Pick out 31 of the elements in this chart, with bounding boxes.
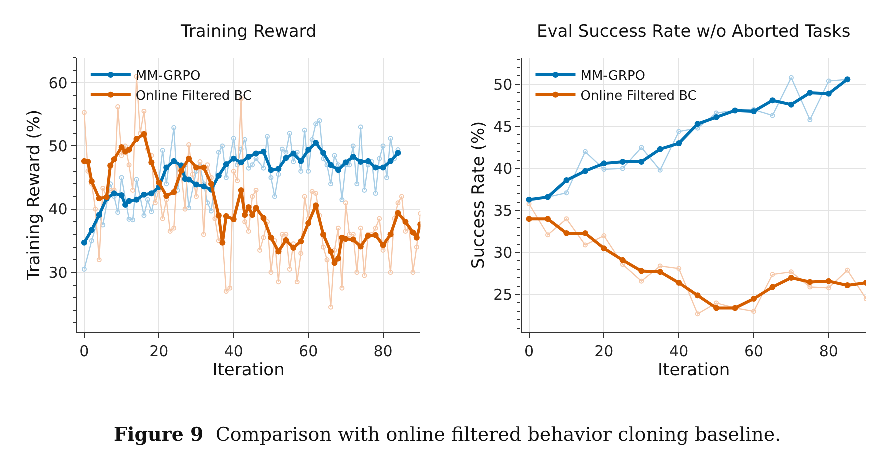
x-tick-label: 60 [299,342,318,361]
x-tick-label: 80 [819,342,838,361]
y-tick-label: 40 [48,200,68,219]
x-tick-label: 0 [524,342,534,361]
y-tick-label: 35 [494,202,513,220]
y-tick-label: 50 [494,76,513,94]
y-axis-title: Training Reward (%) [24,110,44,282]
caption: Figure 9 Comparison with online filtered behavior cloning baseline. [114,424,782,446]
y-tick-label: 25 [494,286,513,304]
legend-label: MM-GRPO [136,69,201,84]
chart-title: Training Reward [180,22,317,42]
legend-label: MM-GRPO [580,69,646,84]
x-tick-label: 40 [670,342,689,361]
x-tick-label: 20 [594,342,614,361]
y-axis-title: Success Rate (%) [469,121,490,270]
x-tick-label: 60 [744,342,764,361]
x-axis-title: Iteration [212,360,285,381]
y-tick-label: 60 [48,74,68,92]
chart-title: Eval Success Rate w/o Aborted Tasks [537,22,851,42]
x-tick-label: 20 [150,342,169,361]
x-axis-title: Iteration [658,360,730,381]
x-tick-label: 80 [374,342,393,361]
y-tick-label: 30 [48,264,68,282]
legend-label: Online Filtered BC [580,88,697,104]
y-tick-label: 30 [494,244,513,262]
y-tick-label: 40 [494,160,513,178]
legend-label: Online Filtered BC [136,88,252,104]
x-tick-label: 40 [224,342,244,361]
y-tick-label: 50 [48,137,68,156]
x-tick-label: 0 [80,342,90,361]
y-tick-label: 45 [494,118,513,136]
